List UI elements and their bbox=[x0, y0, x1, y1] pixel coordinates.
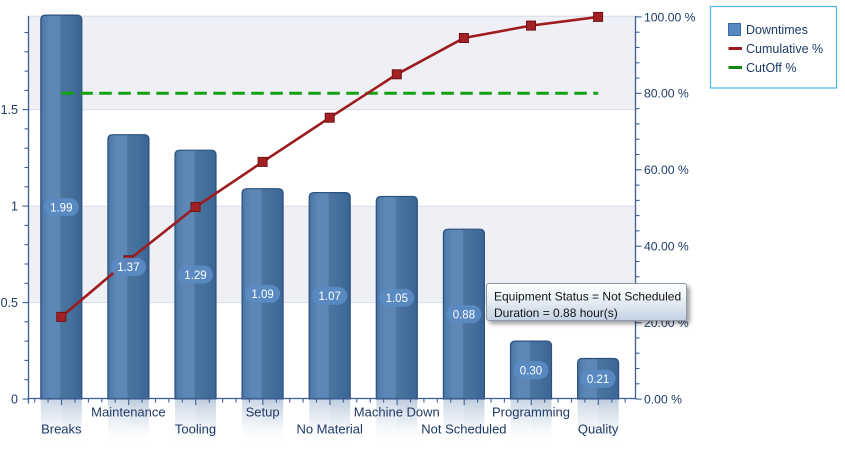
svg-text:Programming: Programming bbox=[492, 405, 570, 420]
svg-text:1.09: 1.09 bbox=[251, 289, 273, 301]
svg-text:0.21: 0.21 bbox=[587, 374, 609, 386]
svg-text:40.00 %: 40.00 % bbox=[644, 240, 689, 254]
svg-text:0.88: 0.88 bbox=[453, 309, 475, 321]
svg-text:Breaks: Breaks bbox=[41, 422, 82, 437]
svg-text:1.99: 1.99 bbox=[50, 202, 72, 214]
svg-text:Cumulative %: Cumulative % bbox=[746, 42, 823, 56]
svg-text:1.5: 1.5 bbox=[1, 103, 18, 117]
svg-text:Quality: Quality bbox=[578, 422, 619, 437]
svg-text:0.5: 0.5 bbox=[1, 296, 18, 310]
svg-text:80.00 %: 80.00 % bbox=[644, 87, 689, 101]
svg-text:1: 1 bbox=[11, 200, 18, 214]
svg-text:1.07: 1.07 bbox=[319, 291, 341, 303]
svg-text:100.00 %: 100.00 % bbox=[644, 10, 696, 24]
svg-text:1.37: 1.37 bbox=[117, 262, 139, 274]
svg-text:0.30: 0.30 bbox=[520, 365, 542, 377]
svg-text:Machine Down: Machine Down bbox=[354, 405, 440, 420]
svg-text:1.05: 1.05 bbox=[386, 293, 408, 305]
svg-text:1.29: 1.29 bbox=[184, 270, 206, 282]
svg-text:No Material: No Material bbox=[296, 422, 363, 437]
svg-text:Duration = 0.88 hour(s): Duration = 0.88 hour(s) bbox=[494, 306, 618, 320]
svg-text:Downtimes: Downtimes bbox=[746, 23, 808, 37]
svg-text:Tooling: Tooling bbox=[175, 422, 216, 437]
svg-text:Maintenance: Maintenance bbox=[91, 405, 165, 420]
svg-text:Setup: Setup bbox=[246, 405, 280, 420]
svg-text:0: 0 bbox=[11, 393, 18, 407]
svg-text:Equipment Status = Not Schedul: Equipment Status = Not Scheduled bbox=[494, 290, 681, 304]
svg-text:CutOff %: CutOff % bbox=[746, 61, 796, 75]
svg-text:0.00 %: 0.00 % bbox=[644, 393, 682, 407]
svg-text:60.00 %: 60.00 % bbox=[644, 163, 689, 177]
svg-text:Not Scheduled: Not Scheduled bbox=[421, 422, 506, 437]
